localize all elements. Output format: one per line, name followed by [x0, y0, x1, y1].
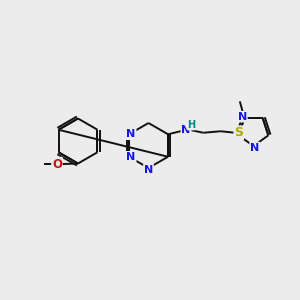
- Text: S: S: [234, 126, 243, 139]
- Text: N: N: [238, 112, 247, 122]
- Text: N: N: [127, 152, 136, 162]
- Text: H: H: [188, 120, 196, 130]
- Text: N: N: [250, 142, 259, 153]
- Text: O: O: [52, 158, 62, 171]
- Text: N: N: [144, 165, 153, 175]
- Text: N: N: [182, 125, 190, 135]
- Text: N: N: [127, 129, 136, 139]
